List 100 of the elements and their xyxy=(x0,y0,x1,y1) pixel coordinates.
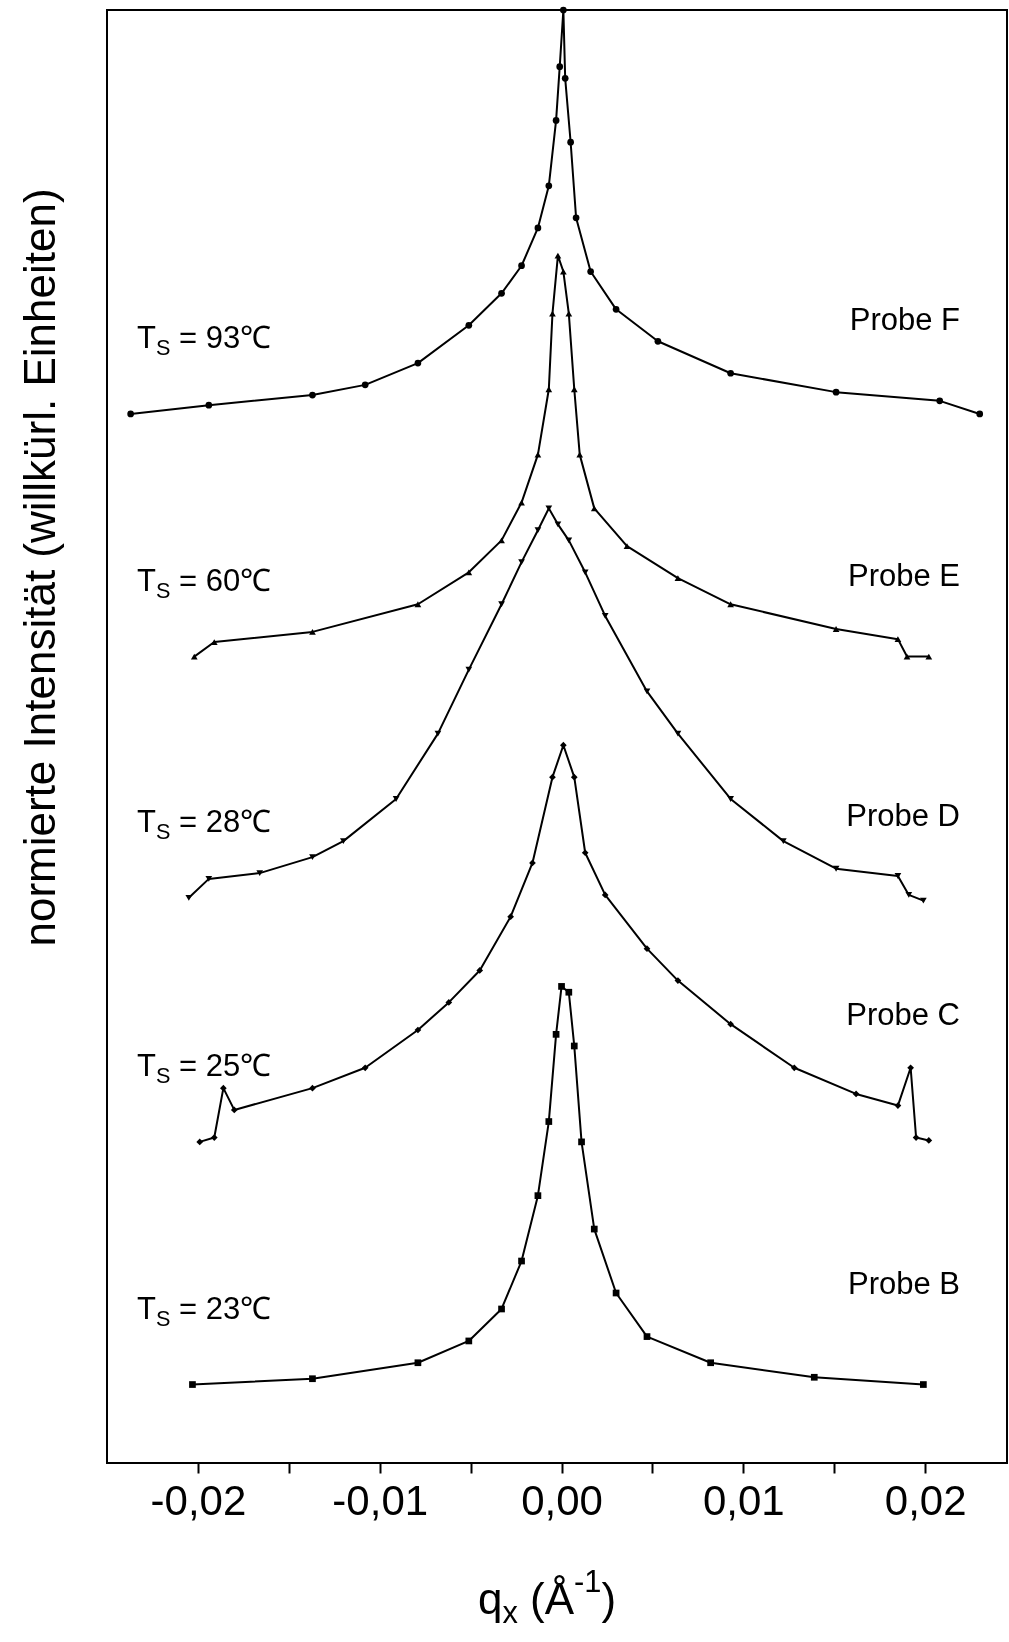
point xyxy=(498,289,505,297)
y-axis-title: normierte Intensität (willkürl. Einheiten) xyxy=(15,188,64,947)
point xyxy=(545,182,553,190)
point xyxy=(189,1381,196,1388)
point xyxy=(556,63,564,71)
point xyxy=(518,262,525,270)
point xyxy=(894,636,902,643)
point xyxy=(727,601,734,608)
point xyxy=(832,865,840,872)
point xyxy=(852,1090,860,1098)
point xyxy=(567,138,574,146)
point xyxy=(894,873,902,879)
point xyxy=(612,305,620,313)
point xyxy=(340,838,347,845)
point xyxy=(654,337,662,345)
point xyxy=(309,1084,316,1092)
point xyxy=(832,626,840,632)
point xyxy=(549,310,556,317)
point xyxy=(518,1257,525,1265)
x-tick-label: 0,01 xyxy=(702,1476,785,1524)
point xyxy=(309,391,316,399)
point xyxy=(230,1106,238,1114)
x-tick-label: 0,02 xyxy=(884,1476,967,1524)
point xyxy=(570,386,578,393)
point xyxy=(534,451,542,458)
point xyxy=(534,224,542,232)
point xyxy=(565,310,573,317)
point xyxy=(601,613,609,619)
point xyxy=(936,397,944,405)
point xyxy=(552,1031,560,1038)
series-label: Probe D xyxy=(846,797,960,833)
point xyxy=(920,1381,927,1388)
point xyxy=(623,543,631,550)
point xyxy=(392,796,400,802)
point xyxy=(545,1118,553,1125)
point xyxy=(465,321,473,329)
point xyxy=(905,891,913,898)
point xyxy=(810,1373,818,1381)
point xyxy=(545,505,553,512)
point xyxy=(185,894,193,901)
point xyxy=(565,988,573,996)
point xyxy=(309,1375,316,1383)
point xyxy=(576,451,584,458)
point xyxy=(727,1020,734,1028)
point xyxy=(549,773,556,781)
point xyxy=(674,977,682,984)
point xyxy=(560,6,567,14)
point xyxy=(498,1305,505,1313)
point xyxy=(643,1333,651,1340)
point xyxy=(558,983,565,990)
point xyxy=(552,117,560,124)
point xyxy=(476,967,484,974)
point xyxy=(414,359,422,367)
point xyxy=(507,913,514,921)
point xyxy=(309,628,316,635)
point xyxy=(925,1137,933,1144)
series-label: Probe F xyxy=(849,302,960,338)
point xyxy=(707,1359,714,1367)
point xyxy=(601,891,609,899)
point xyxy=(570,773,578,781)
series-label: Probe E xyxy=(847,557,960,593)
point xyxy=(465,666,473,673)
point xyxy=(832,388,840,396)
point xyxy=(518,559,525,566)
point xyxy=(578,1138,585,1146)
point xyxy=(534,1192,542,1199)
point xyxy=(498,537,505,544)
point xyxy=(565,537,573,544)
point xyxy=(674,575,682,582)
point xyxy=(361,1064,369,1072)
point xyxy=(587,268,594,275)
point xyxy=(581,849,589,857)
point xyxy=(780,838,787,845)
point xyxy=(205,875,213,882)
point xyxy=(534,527,542,534)
point xyxy=(554,521,562,528)
point xyxy=(920,897,927,904)
point xyxy=(570,1042,578,1050)
point xyxy=(309,854,316,860)
point xyxy=(127,410,134,418)
point xyxy=(581,569,589,576)
point xyxy=(561,74,569,82)
point xyxy=(465,1337,473,1345)
point xyxy=(976,410,984,418)
point xyxy=(414,601,422,608)
point xyxy=(445,999,453,1006)
point xyxy=(498,601,505,608)
point xyxy=(361,381,369,389)
point xyxy=(465,569,473,576)
point xyxy=(790,1064,798,1072)
point xyxy=(727,369,734,377)
x-tick-label: -0,02 xyxy=(150,1476,247,1524)
point xyxy=(545,386,553,393)
point xyxy=(414,1026,422,1034)
point xyxy=(907,1064,914,1072)
x-tick-label: -0,01 xyxy=(332,1476,429,1524)
point xyxy=(590,1225,598,1233)
x-tick-label: 0,00 xyxy=(521,1476,603,1524)
point xyxy=(572,214,580,222)
text: Probe B xyxy=(847,1265,960,1301)
